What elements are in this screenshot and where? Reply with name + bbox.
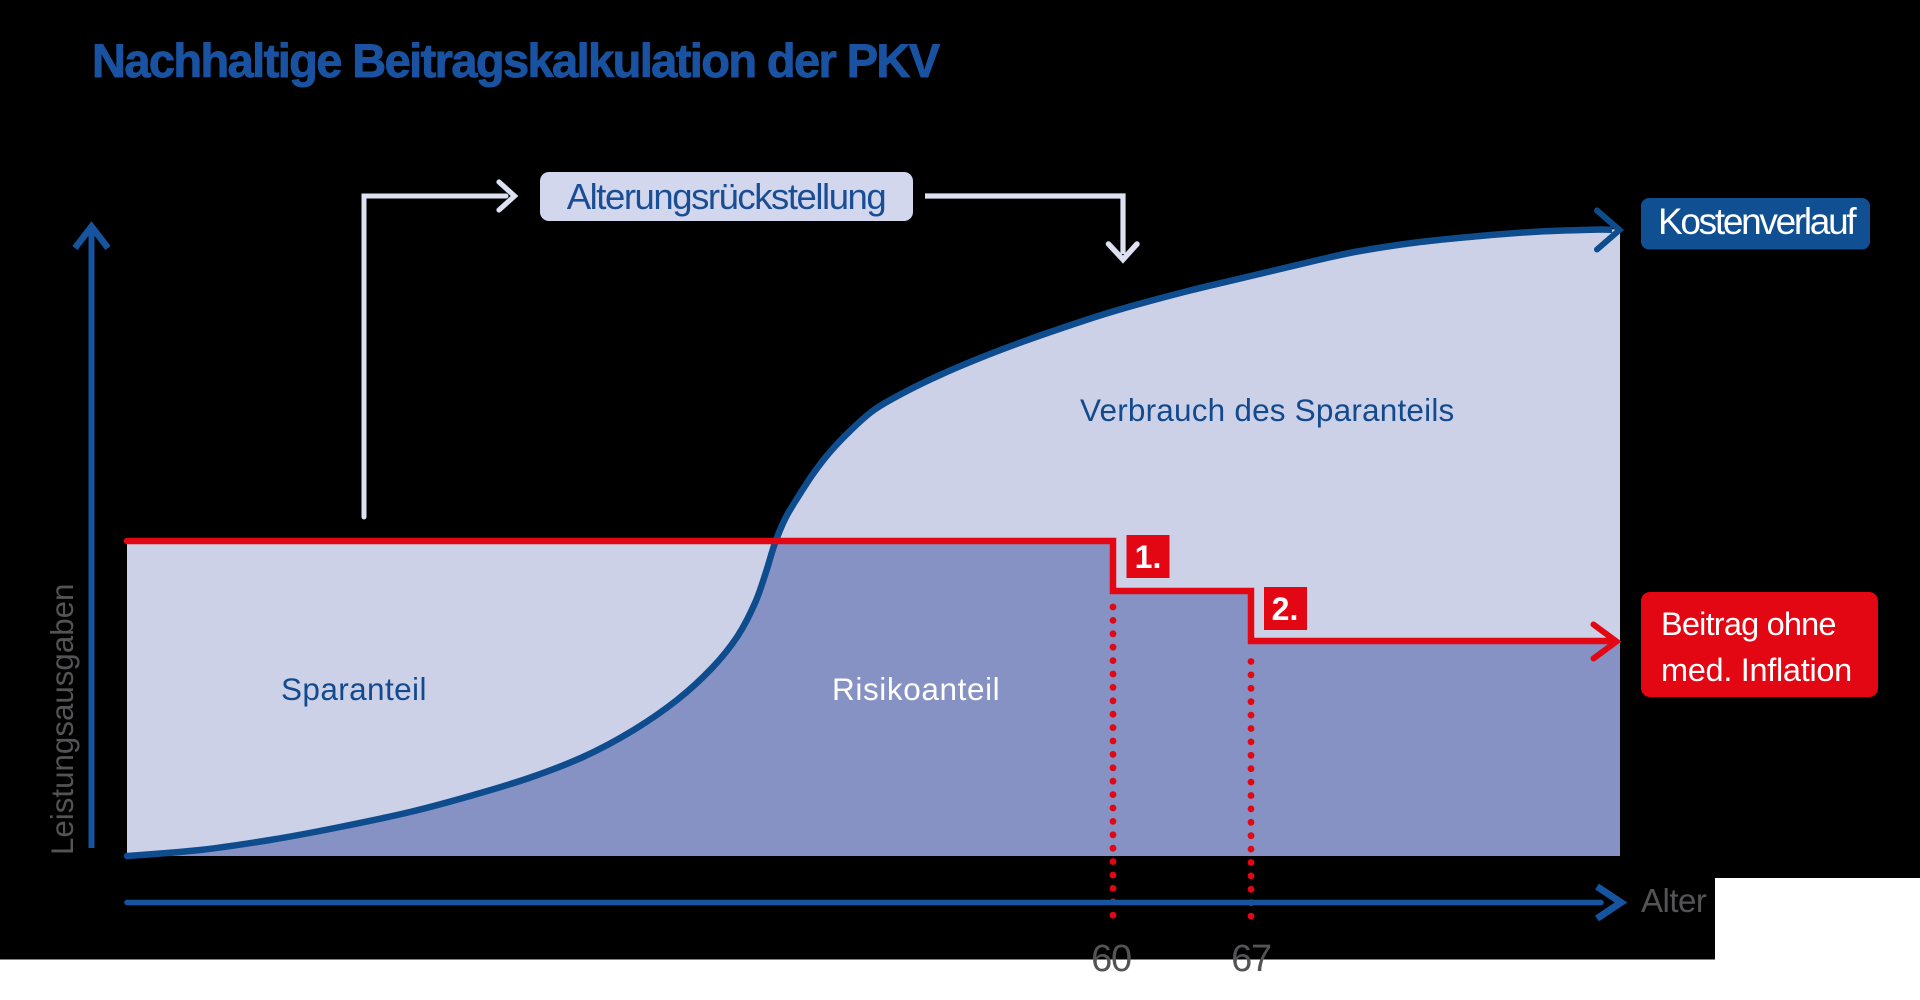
svg-text:Verbrauch des Sparanteils: Verbrauch des Sparanteils <box>1080 392 1454 428</box>
svg-text:2.: 2. <box>1272 591 1299 627</box>
svg-text:Kostenverlauf: Kostenverlauf <box>1658 201 1857 242</box>
svg-text:Sparanteil: Sparanteil <box>281 671 427 707</box>
svg-text:Leistungsausgaben: Leistungsausgaben <box>45 584 80 855</box>
svg-text:Alter: Alter <box>1641 882 1707 919</box>
svg-text:1.: 1. <box>1135 539 1162 575</box>
svg-text:med. Inflation: med. Inflation <box>1661 652 1852 688</box>
svg-text:60: 60 <box>1091 938 1131 980</box>
svg-text:Beitrag ohne: Beitrag ohne <box>1661 606 1836 642</box>
svg-text:67: 67 <box>1231 938 1271 980</box>
svg-text:Nachhaltige Beitragskalkulatio: Nachhaltige Beitragskalkulation der PKV <box>92 34 941 87</box>
svg-text:Alterungsrückstellung: Alterungsrückstellung <box>567 176 886 217</box>
svg-text:Risikoanteil: Risikoanteil <box>832 671 1000 707</box>
